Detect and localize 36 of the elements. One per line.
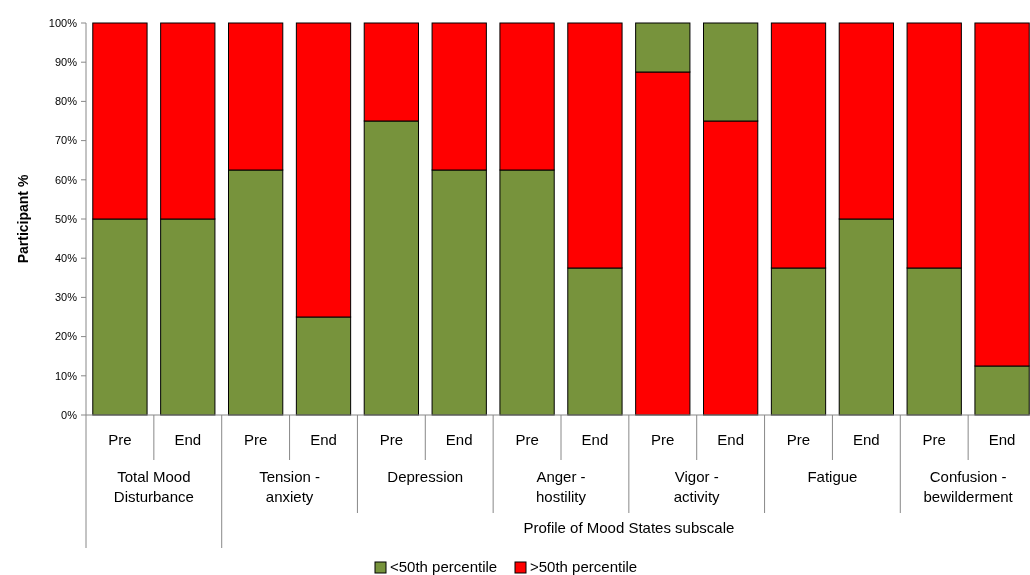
y-tick-label: 90% — [54, 56, 78, 69]
x-tick-label: Pre — [108, 431, 132, 448]
text: Confusion - bewilderment — [923, 468, 1014, 505]
y-tick-label: 50% — [54, 212, 78, 225]
x-tick-label: Pre — [243, 431, 268, 448]
x-tick-label: End — [581, 431, 609, 448]
x-tick-label: Pre — [379, 431, 404, 448]
y-tick-label: 10% — [54, 369, 78, 382]
y-tick-label: 100% — [48, 16, 78, 29]
y-tick-label: 20% — [54, 330, 78, 343]
text: Total Mood Disturbance — [113, 468, 194, 505]
text: Vigor - activity — [673, 468, 721, 505]
y-tick-label: 70% — [54, 134, 78, 147]
legend-label: >50th percentile — [530, 558, 638, 575]
x-tick-label: End — [310, 431, 337, 448]
text: Depression — [387, 468, 464, 485]
x-tick-label: Pre — [515, 431, 539, 448]
x-tick-label: End — [445, 431, 473, 448]
legend-label: <50th percentile — [390, 558, 498, 575]
x-tick-label: Pre — [651, 431, 675, 448]
y-tick-label: 80% — [54, 95, 78, 108]
x-tick-label: Pre — [922, 431, 946, 448]
y-tick-label: 0% — [61, 408, 78, 421]
y-axis-title: Participant % — [15, 174, 31, 264]
y-tick-label: 30% — [54, 291, 78, 304]
text: Fatigue — [807, 468, 858, 485]
text: Anger - hostility — [535, 468, 587, 505]
x-tick-label: End — [988, 431, 1016, 448]
x-tick-label: End — [853, 431, 880, 448]
x-axis-title: Profile of Mood States subscale — [523, 519, 735, 536]
y-tick-label: 40% — [54, 252, 78, 265]
x-tick-label: Pre — [786, 431, 811, 448]
text: Tension - anxiety — [259, 468, 321, 505]
x-tick-label: End — [174, 431, 202, 448]
x-tick-label: End — [717, 431, 744, 448]
y-tick-label: 60% — [54, 173, 78, 186]
